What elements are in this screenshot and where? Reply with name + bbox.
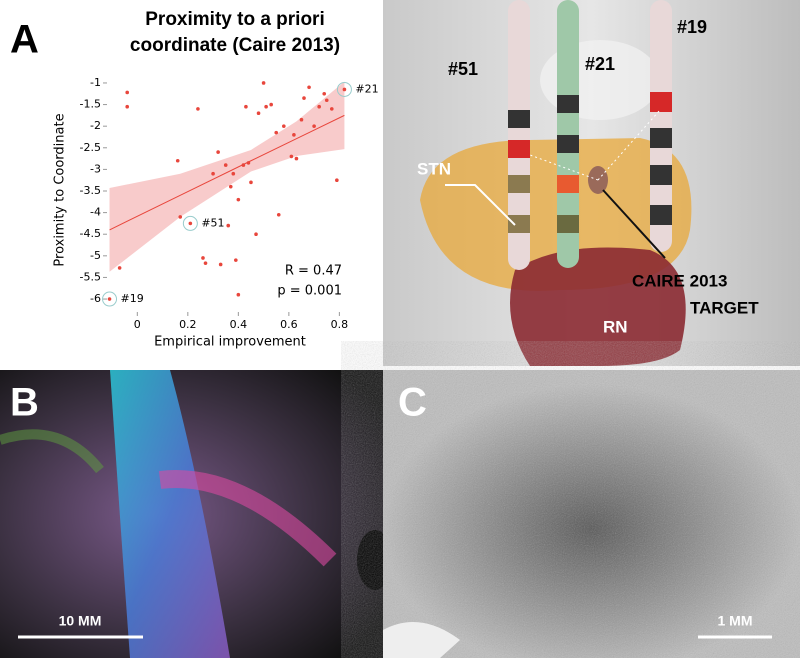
structure-label: STN [417,159,451,178]
fit-line [109,114,345,231]
point [249,180,253,185]
electrode-label: #21 [585,54,615,74]
point [211,171,215,176]
point [241,163,246,167]
point [218,262,223,267]
point [216,150,220,154]
point [302,96,306,100]
point [228,184,233,189]
y-tick-label: -5.5 [80,270,101,283]
point [282,124,286,128]
panel-letter: B [10,381,39,425]
panel-c-image [383,370,800,658]
panel-b-image [0,370,393,658]
point [178,215,183,219]
panel-render [383,0,800,366]
panel-letter: A [10,18,39,62]
y-tick-label: -1 [90,76,101,89]
point [236,292,241,297]
y-tick-label: -3.5 [80,184,101,197]
y-tick-label: -3 [90,162,101,175]
x-tick-label: 0.6 [280,318,298,331]
point [254,232,258,237]
point [201,256,205,260]
point [342,87,347,92]
x-tick-label: 0.4 [230,318,248,331]
point [317,104,321,109]
scale-label: 10 MM [59,613,102,629]
point [312,124,316,128]
point [175,158,180,163]
y-axis-label: Proximity to Coordinate [53,113,68,266]
chart-title: coordinate (Caire 2013) [130,35,340,56]
point [231,171,236,176]
point [125,104,130,109]
chart-title: Proximity to a priori [145,9,324,30]
y-tick-label: -5 [90,249,101,262]
point [264,104,268,109]
point [269,102,273,107]
point [203,261,208,265]
highlight-ring [336,81,352,97]
point [223,163,228,167]
point [107,297,112,301]
confidence-band [109,81,345,272]
annotation: #51 [201,216,224,229]
x-tick-label: 0 [134,318,141,331]
y-tick-label: -6 [90,292,101,305]
point [289,154,294,159]
y-tick-label: -2.5 [80,141,101,154]
scale-label: 1 MM [718,613,753,629]
y-tick-label: -2 [90,119,101,132]
highlight-ring [102,291,118,307]
target-label: CAIRE 2013 [632,271,727,290]
point [329,107,334,111]
x-tick-label: 0.8 [331,318,349,331]
annotation: #19 [121,292,144,305]
structure-label: RN [603,317,628,336]
point [292,133,296,137]
point [299,117,304,122]
panel-letter: C [398,381,427,425]
y-tick-label: -4 [90,206,101,219]
electrode-label: #51 [448,59,478,79]
point [307,85,311,90]
y-tick-label: -4.5 [80,227,101,240]
stat: p = 0.001 [277,284,342,299]
annotation: #21 [355,82,378,95]
electrode-label: #19 [677,17,707,37]
point [125,90,130,95]
point [117,266,122,270]
point [188,221,193,226]
point [256,111,261,116]
point [246,161,251,165]
point [274,130,279,135]
point [236,197,241,202]
point [335,178,339,182]
point [294,156,299,161]
point [196,107,200,111]
highlight-ring [182,215,198,231]
point [244,104,248,109]
point [261,81,266,85]
point [226,223,231,228]
point [234,258,238,262]
y-tick-label: -1.5 [80,98,101,111]
point [276,212,281,217]
point [324,98,329,103]
x-tick-label: 0.2 [179,318,197,331]
target-label: TARGET [690,298,759,317]
point [322,91,327,96]
x-axis-label: Empirical improvement [154,335,306,350]
stat: R = 0.47 [285,264,342,279]
